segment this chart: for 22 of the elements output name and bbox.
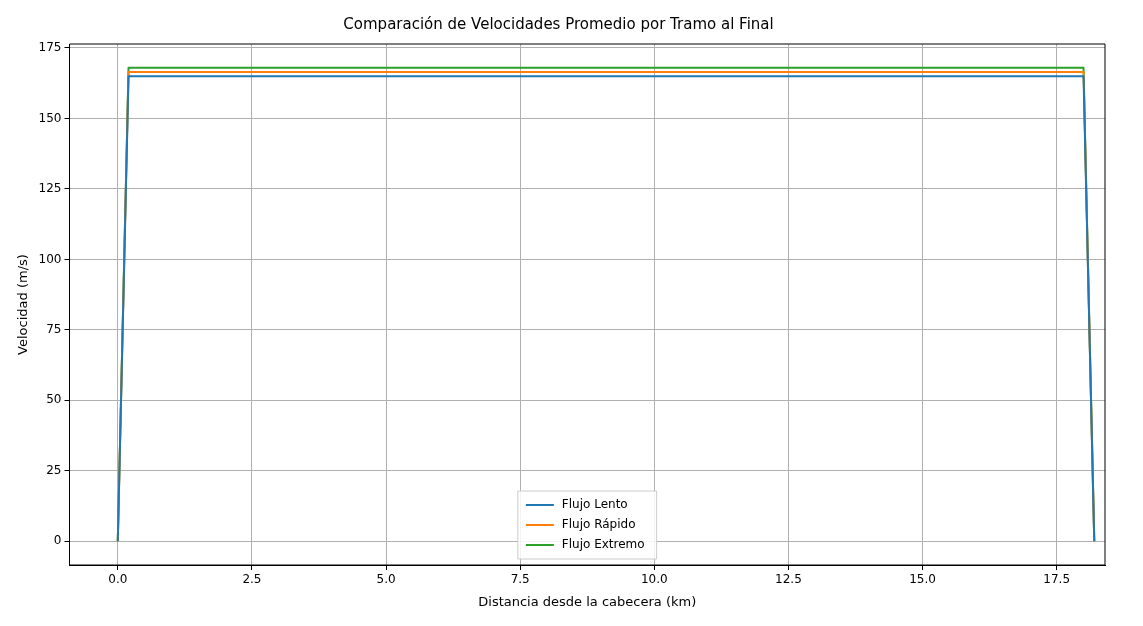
legend-label: Flujo Extremo — [561, 537, 645, 552]
x-tick-label: 0.0 — [108, 572, 128, 587]
y-tick-label: 150 — [38, 110, 62, 125]
y-tick-label: 0 — [53, 533, 62, 548]
x-tick-label: 12.5 — [775, 572, 802, 587]
legend-label: Flujo Rápido — [561, 517, 636, 532]
legend-label: Flujo Lento — [561, 497, 628, 512]
chart-title: Comparación de Velocidades Promedio por Tramo al Final — [343, 14, 774, 33]
y-tick-label: 100 — [38, 251, 62, 266]
y-tick-label: 75 — [46, 322, 62, 336]
y-tick-label: 175 — [38, 40, 62, 55]
x-axis-title: Distancia desde la cabecera (km) — [478, 593, 697, 609]
x-tick-label: 10.0 — [640, 572, 668, 587]
y-tick-label: 125 — [38, 181, 62, 196]
y-tick-label: 50 — [46, 392, 62, 407]
x-tick-label: 15.0 — [909, 572, 936, 587]
x-tick-label: 17.5 — [1043, 572, 1071, 587]
x-tick-label: 5.0 — [376, 572, 396, 587]
y-tick-label: 25 — [46, 462, 62, 477]
y-axis-title: Velocidad (m/s) — [15, 254, 31, 355]
x-tick-label: 7.5 — [510, 572, 530, 587]
x-tick-label: 2.5 — [242, 572, 262, 587]
